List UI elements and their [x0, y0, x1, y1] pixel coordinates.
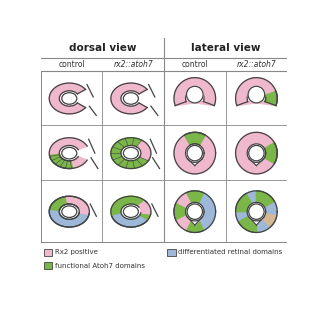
Ellipse shape	[62, 147, 77, 159]
Ellipse shape	[62, 93, 77, 104]
Polygon shape	[112, 214, 147, 227]
Bar	[226, 126, 287, 180]
Ellipse shape	[124, 147, 138, 159]
Circle shape	[187, 86, 203, 103]
Polygon shape	[188, 159, 202, 166]
Bar	[41, 71, 102, 125]
Polygon shape	[66, 196, 89, 214]
Polygon shape	[111, 138, 149, 169]
Text: lateral view: lateral view	[191, 44, 260, 53]
Polygon shape	[176, 216, 191, 230]
Bar	[44, 249, 52, 256]
Text: Rx2 positive: Rx2 positive	[55, 250, 98, 255]
Polygon shape	[50, 154, 72, 169]
Polygon shape	[176, 193, 191, 207]
Polygon shape	[49, 83, 85, 114]
Bar	[41, 180, 102, 242]
Text: differentiated retinal domains: differentiated retinal domains	[178, 250, 282, 255]
Polygon shape	[187, 217, 202, 225]
Polygon shape	[50, 196, 68, 211]
Bar	[44, 262, 52, 269]
Text: rx2::atoh7: rx2::atoh7	[113, 60, 153, 69]
Polygon shape	[263, 213, 277, 227]
Polygon shape	[236, 78, 277, 106]
Polygon shape	[111, 196, 151, 227]
Bar	[41, 71, 287, 243]
Polygon shape	[249, 159, 263, 166]
Polygon shape	[236, 132, 277, 174]
Polygon shape	[265, 91, 277, 106]
Polygon shape	[174, 203, 187, 220]
Circle shape	[248, 86, 265, 103]
Text: rx2::atoh7: rx2::atoh7	[236, 60, 276, 69]
Polygon shape	[264, 143, 277, 164]
Bar	[226, 180, 287, 242]
Polygon shape	[256, 191, 275, 207]
Polygon shape	[137, 141, 151, 160]
Bar	[164, 180, 225, 242]
Bar	[226, 71, 287, 125]
Polygon shape	[138, 201, 151, 214]
Bar	[103, 180, 164, 242]
Polygon shape	[174, 191, 216, 232]
Polygon shape	[186, 191, 204, 203]
Bar	[41, 126, 102, 180]
Circle shape	[187, 204, 203, 219]
Polygon shape	[111, 83, 147, 114]
Polygon shape	[49, 138, 87, 169]
Bar	[167, 249, 176, 256]
Bar	[103, 126, 164, 180]
Polygon shape	[49, 209, 89, 227]
Text: functional Atoh7 domains: functional Atoh7 domains	[55, 262, 145, 268]
Text: dorsal view: dorsal view	[69, 44, 136, 53]
Circle shape	[249, 145, 264, 161]
Bar	[164, 126, 225, 180]
Polygon shape	[236, 194, 252, 212]
Polygon shape	[249, 217, 264, 225]
Circle shape	[187, 145, 203, 161]
Polygon shape	[174, 78, 216, 106]
Circle shape	[249, 204, 264, 219]
Polygon shape	[186, 220, 204, 232]
Text: control: control	[181, 60, 208, 69]
Polygon shape	[174, 132, 216, 174]
Bar	[164, 71, 225, 125]
Ellipse shape	[62, 206, 77, 217]
Polygon shape	[238, 216, 256, 232]
Text: control: control	[58, 60, 85, 69]
Polygon shape	[184, 132, 205, 145]
Ellipse shape	[124, 206, 138, 217]
Polygon shape	[236, 191, 277, 232]
Ellipse shape	[124, 93, 138, 104]
Bar	[103, 71, 164, 125]
